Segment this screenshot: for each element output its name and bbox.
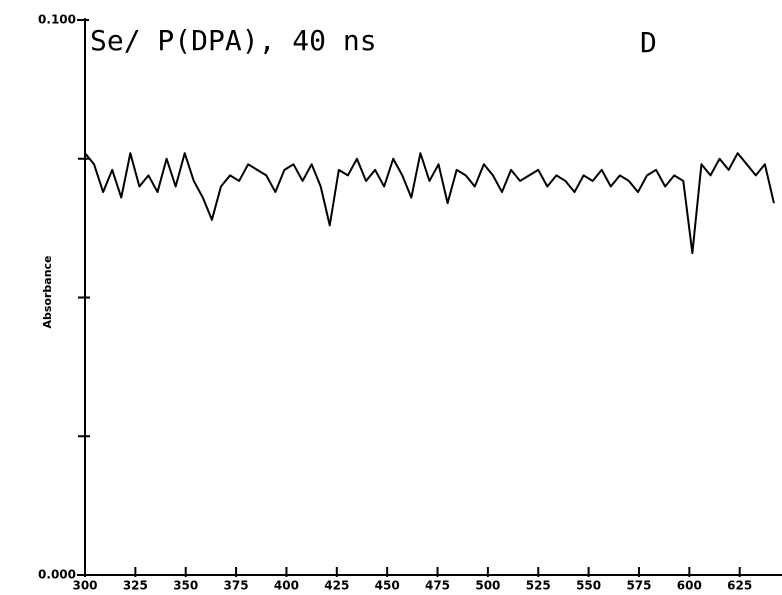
x-tick-label: 300 [72,579,97,593]
x-tick-label: 525 [526,579,551,593]
x-tick-label: 550 [576,579,601,593]
x-tick-label: 500 [475,579,500,593]
y-axis-label: Absorbance [41,255,54,328]
x-tick-label: 600 [677,579,702,593]
x-tick-label: 375 [224,579,249,593]
y-tick-label: 0.100 [38,13,76,27]
x-tick-label: 575 [626,579,651,593]
x-tick-label: 400 [274,579,299,593]
x-tick-label: 350 [173,579,198,593]
y-tick-label: 0.000 [38,568,76,582]
x-tick-label: 450 [375,579,400,593]
x-tick-label: 625 [727,579,752,593]
panel-annotation: D [640,26,657,59]
chart-title: Se/ P(DPA), 40 ns [90,24,377,57]
data-line [84,152,775,255]
x-tick-label: 425 [324,579,349,593]
x-tick-label: 325 [123,579,148,593]
x-tick-label: 475 [425,579,450,593]
